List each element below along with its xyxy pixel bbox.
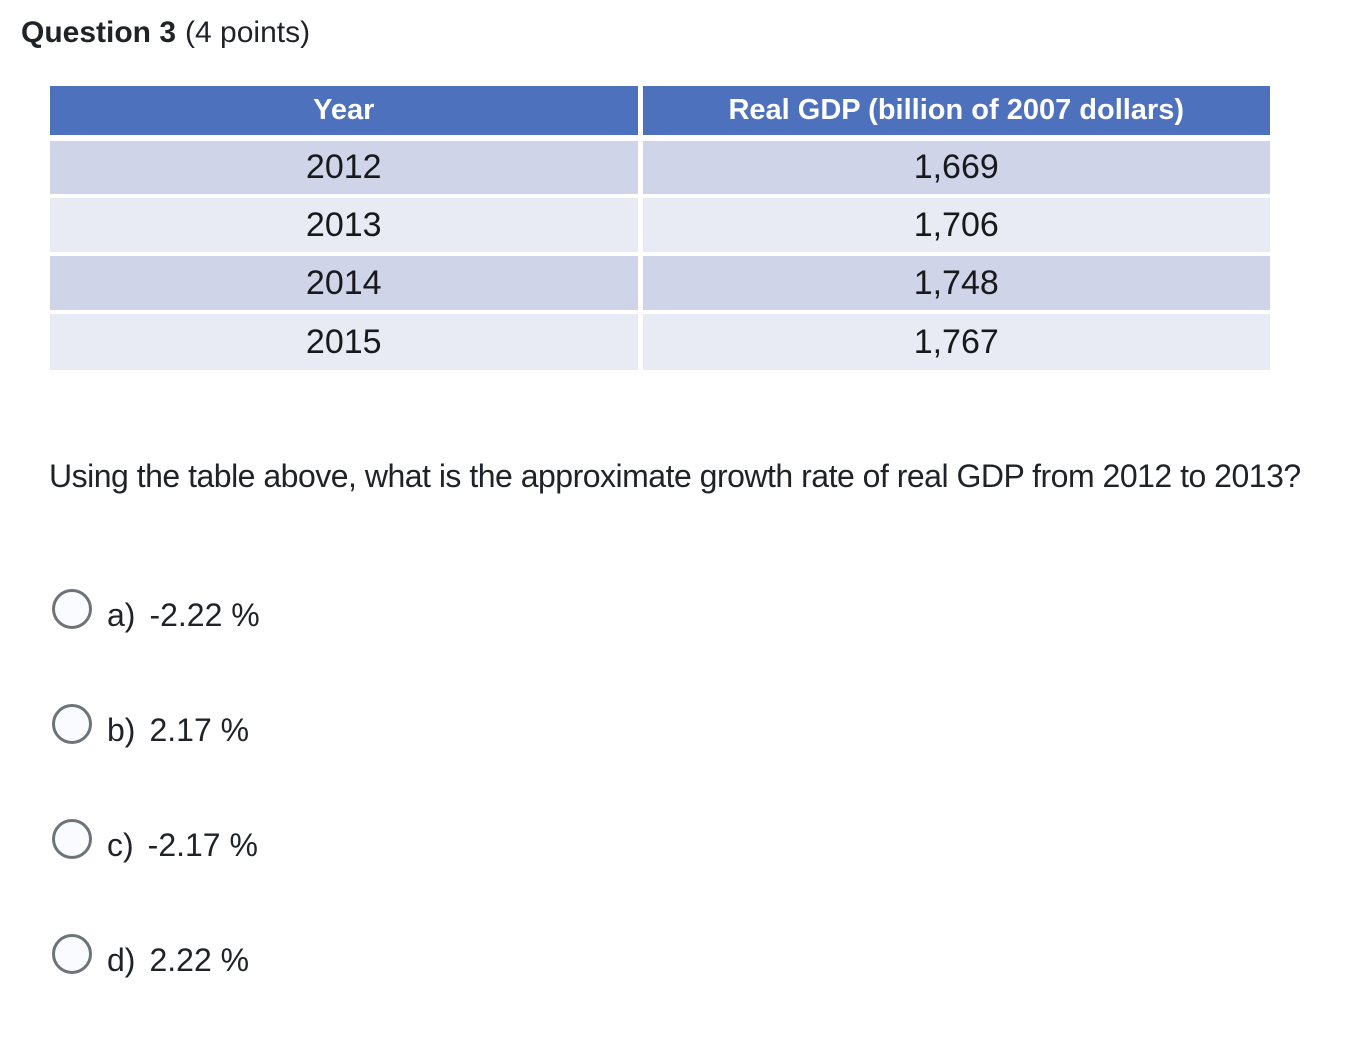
answer-options: a) -2.22 % b) 2.17 % c) -2.17 % d) 2.22 … [52, 589, 260, 1046]
table-header-row: Year Real GDP (billion of 2007 dollars) [50, 86, 1270, 141]
radio-button-c[interactable] [52, 819, 92, 859]
radio-button-d[interactable] [52, 934, 92, 974]
option-value-a: -2.22 % [149, 597, 260, 633]
option-letter-c: c) [107, 827, 134, 863]
radio-button-b[interactable] [52, 704, 92, 744]
question-prompt: Using the table above, what is the appro… [49, 458, 1301, 494]
option-value-d: 2.22 % [149, 942, 250, 978]
gdp-cell: 1,748 [640, 254, 1270, 314]
option-value-b: 2.17 % [149, 712, 250, 748]
question-header: Question 3 (4 points) [21, 16, 310, 50]
radio-button-a[interactable] [52, 589, 92, 629]
gdp-table-container: Year Real GDP (billion of 2007 dollars) … [50, 86, 1270, 370]
option-letter-d: d) [107, 942, 136, 978]
table-header-gdp: Real GDP (billion of 2007 dollars) [640, 86, 1270, 141]
answer-option-b[interactable]: b) 2.17 % [52, 704, 260, 748]
gdp-cell: 1,669 [640, 138, 1270, 198]
option-letter-a: a) [107, 597, 136, 633]
table-row: 2014 1,748 [50, 254, 1270, 314]
year-cell: 2013 [50, 196, 643, 256]
gdp-table: Year Real GDP (billion of 2007 dollars) … [50, 86, 1270, 370]
year-cell: 2014 [50, 254, 643, 314]
answer-option-c[interactable]: c) -2.17 % [52, 819, 260, 863]
table-row: 2012 1,669 [50, 138, 1270, 198]
answer-option-d[interactable]: d) 2.22 % [52, 934, 260, 978]
table-row: 2015 1,767 [50, 312, 1270, 370]
year-cell: 2012 [50, 138, 643, 198]
year-cell: 2015 [50, 312, 643, 370]
table-row: 2013 1,706 [50, 196, 1270, 256]
question-points: (4 points) [185, 16, 311, 49]
answer-option-a[interactable]: a) -2.22 % [52, 589, 260, 633]
table-header-year: Year [50, 86, 643, 141]
option-letter-b: b) [107, 712, 136, 748]
option-value-c: -2.17 % [147, 827, 258, 863]
question-number: Question 3 [21, 16, 177, 49]
gdp-cell: 1,706 [640, 196, 1270, 256]
gdp-cell: 1,767 [640, 312, 1270, 370]
